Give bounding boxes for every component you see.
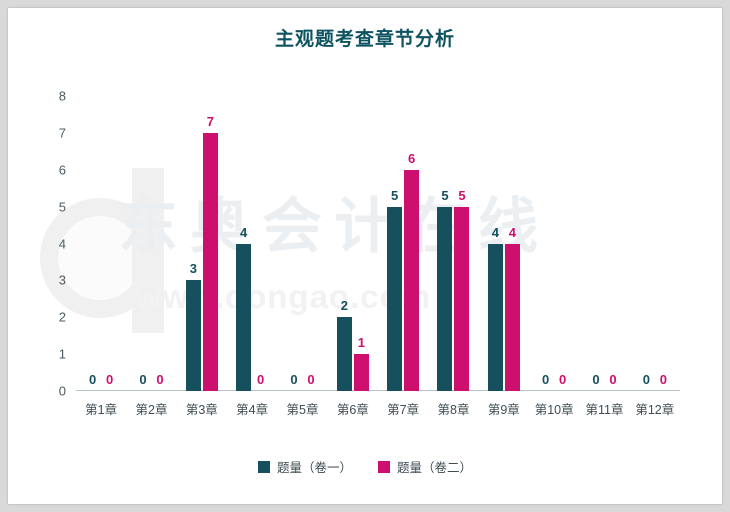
bar-rect xyxy=(504,243,520,391)
x-axis-tick-label: 第7章 xyxy=(387,403,420,417)
bar-rect xyxy=(437,206,453,391)
bar-rect xyxy=(236,243,252,391)
bar-group: 第2章 0 0 xyxy=(126,96,176,417)
y-axis-tick-label: 0 xyxy=(58,383,66,399)
y-axis-tick-label: 1 xyxy=(58,346,66,362)
bar-rect xyxy=(185,280,201,391)
bar-value-label: 7 xyxy=(206,113,214,129)
bar-value-label: 5 xyxy=(458,187,466,203)
bar-group: 第5章 0 0 xyxy=(277,96,327,417)
bar-value-label: 2 xyxy=(340,298,348,314)
bar-rect xyxy=(387,206,403,391)
y-axis-tick-label: 6 xyxy=(58,162,66,178)
bar-rect xyxy=(202,132,218,391)
bar-value-label: 0 xyxy=(542,372,550,387)
x-axis-tick-label: 第3章 xyxy=(185,403,218,417)
bar-group: 第1章 0 0 xyxy=(76,96,126,417)
bar-value-label: 0 xyxy=(559,372,567,387)
bar-value-label: 0 xyxy=(592,372,600,387)
bar-value-label: 0 xyxy=(139,372,147,387)
legend-label: 题量（卷二） xyxy=(397,461,473,475)
bar-value-label: 0 xyxy=(106,372,114,387)
legend-item[interactable]: 题量（卷二） xyxy=(378,457,472,476)
bar-rect xyxy=(336,317,352,391)
x-axis-tick-label: 第1章 xyxy=(85,403,118,417)
y-axis-tick-label: 4 xyxy=(58,236,66,251)
legend-swatch-icon xyxy=(378,460,390,473)
bar-value-label: 0 xyxy=(642,372,650,387)
x-axis-tick-label: 第8章 xyxy=(437,403,470,417)
legend-swatch-icon xyxy=(257,460,270,473)
bar-value-label: 0 xyxy=(89,372,97,387)
y-axis-tick-label: 8 xyxy=(58,88,66,104)
bar-group: 第11章 0 0 xyxy=(579,96,629,417)
y-axis-tick-label: 7 xyxy=(58,125,66,141)
bar-value-label: 0 xyxy=(257,372,265,387)
bar-rect xyxy=(353,354,369,391)
bar-rect xyxy=(404,169,420,391)
bar-group: 第7章 5 6 xyxy=(378,96,428,417)
bar-value-label: 1 xyxy=(357,335,365,351)
bar-value-label: 3 xyxy=(189,261,197,277)
y-axis-tick-label: 3 xyxy=(58,272,66,288)
bar-value-label: 4 xyxy=(491,224,499,240)
legend-item[interactable]: 题量（卷一） xyxy=(257,457,352,476)
bar-group: 第12章 0 0 xyxy=(630,96,680,417)
y-axis-tick-label: 2 xyxy=(58,309,66,325)
bar-group: 第9章 4 4 xyxy=(479,96,529,417)
bar-value-label: 0 xyxy=(307,372,315,387)
bar-value-label: 0 xyxy=(659,372,667,387)
bar-rect xyxy=(454,206,470,391)
bar-group: 第10章 0 0 xyxy=(529,96,579,417)
bar-group: 第6章 2 1 xyxy=(328,96,378,417)
bar-group: 第3章 3 7 xyxy=(177,96,227,417)
legend-label: 题量（卷一） xyxy=(276,461,352,475)
y-axis-tick-label: 5 xyxy=(58,199,66,215)
x-axis-tick-label: 第6章 xyxy=(336,403,369,417)
bar-value-label: 6 xyxy=(408,150,416,166)
bar-group: 第8章 5 5 xyxy=(428,96,478,417)
bar-value-label: 4 xyxy=(508,224,516,240)
bar-group: 第4章 4 0 xyxy=(227,96,277,417)
bar-rect xyxy=(487,243,503,391)
x-axis-tick-label: 第10章 xyxy=(534,403,574,417)
bar-value-label: 4 xyxy=(240,224,248,240)
x-axis-line xyxy=(76,390,680,391)
x-axis-tick-label: 第5章 xyxy=(286,403,319,417)
x-axis-tick-label: 第9章 xyxy=(487,403,520,417)
chart-title: 主观题考查章节分析 xyxy=(274,29,455,50)
bar-value-label: 0 xyxy=(609,372,617,387)
x-axis-tick-label: 第4章 xyxy=(236,403,269,417)
x-axis-tick-label: 第11章 xyxy=(585,403,624,417)
bar-value-label: 0 xyxy=(290,372,298,387)
x-axis-tick-label: 第12章 xyxy=(635,403,675,417)
bar-value-label: 0 xyxy=(156,372,164,387)
x-axis-tick-label: 第2章 xyxy=(135,403,168,417)
chart-legend: 题量（卷一） 题量（卷二） xyxy=(8,457,722,476)
bar-value-label: 5 xyxy=(391,187,399,203)
bar-value-label: 5 xyxy=(441,187,449,203)
